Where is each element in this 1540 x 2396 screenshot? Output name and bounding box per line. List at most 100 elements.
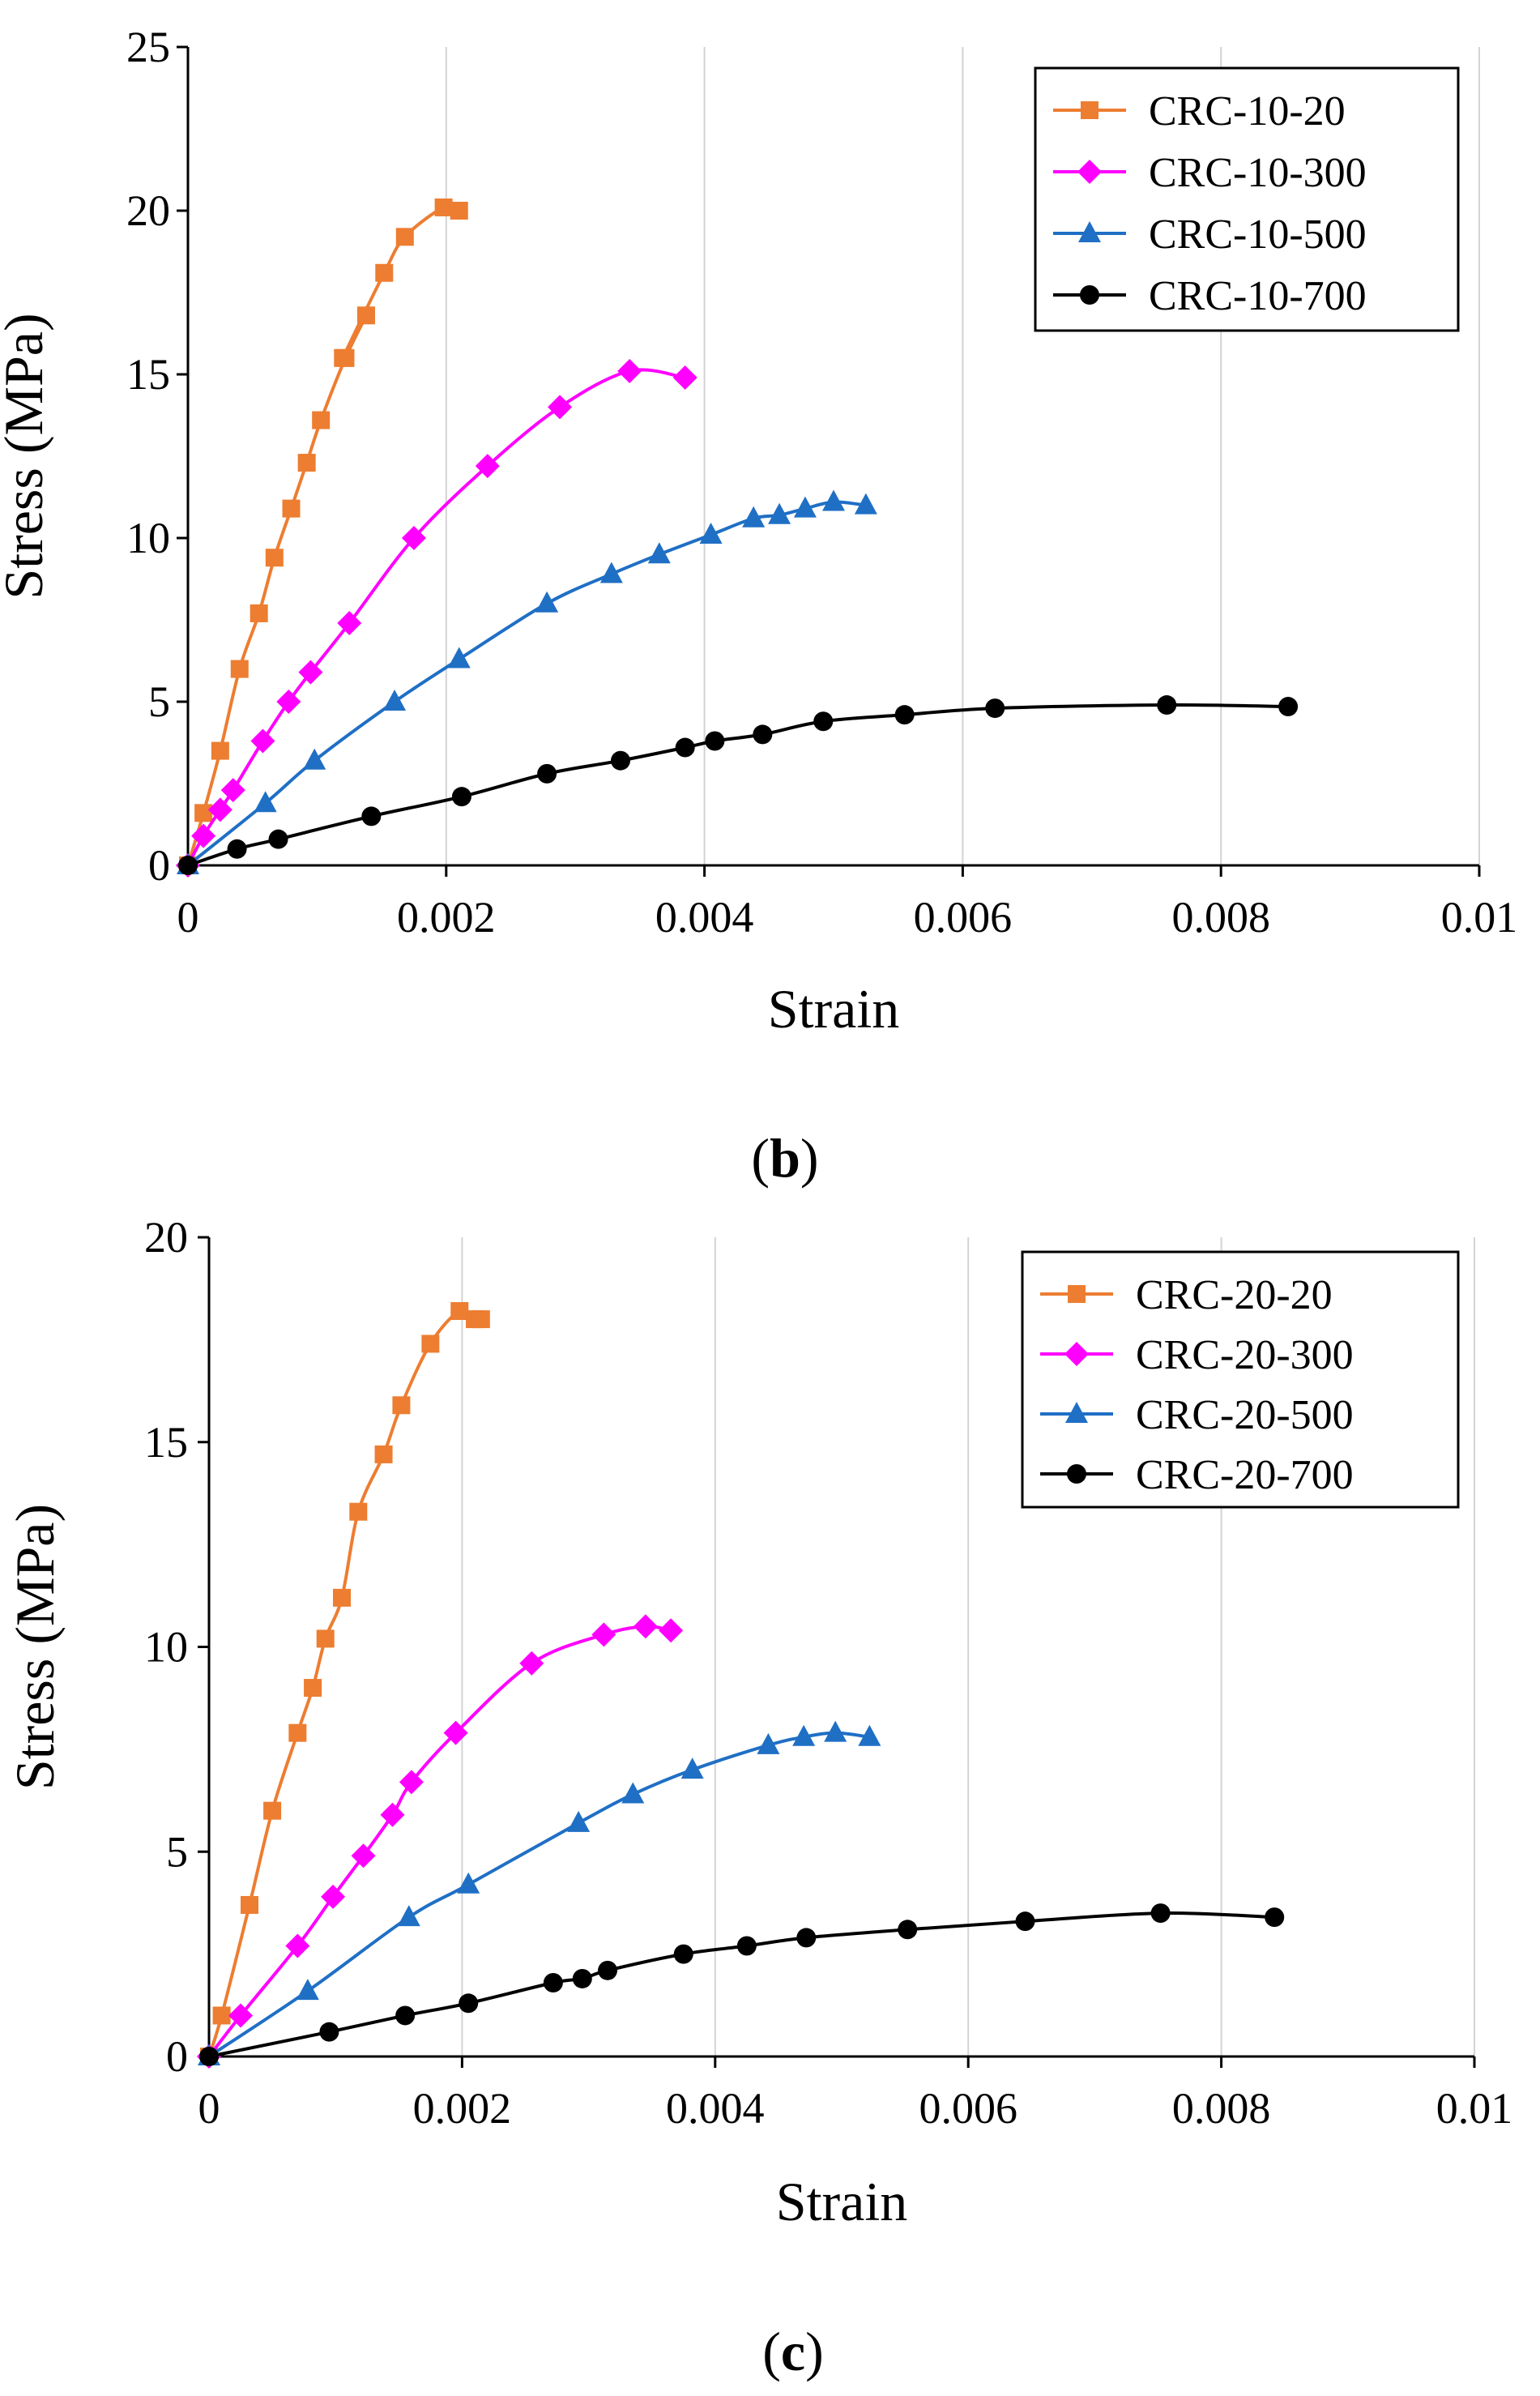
data-point	[303, 748, 326, 770]
y-tick-label: 0	[166, 2032, 188, 2081]
data-point	[399, 1770, 424, 1795]
chart-panel-b: 0 0.002 0.004 0.006 0.008 0.01 0 5 10 15 20 25 Strai…	[0, 23, 1517, 1189]
data-point	[356, 306, 375, 325]
data-point	[297, 454, 316, 472]
data-point	[392, 1396, 411, 1415]
data-point	[450, 1301, 469, 1320]
series-CRC-20-20	[200, 1301, 490, 2065]
data-point	[450, 202, 468, 220]
y-tick-label: 5	[166, 1827, 188, 1876]
data-point	[599, 562, 623, 583]
data-point	[230, 660, 249, 678]
x-tick-label: 0.002	[397, 893, 496, 942]
data-point	[1150, 1903, 1171, 1924]
x-tick-label: 0.008	[1172, 2084, 1271, 2133]
data-point	[361, 806, 382, 826]
data-point	[548, 395, 573, 420]
data-point	[535, 591, 559, 613]
data-point	[591, 1622, 616, 1647]
data-point	[617, 358, 642, 383]
data-point	[268, 829, 288, 849]
series-line	[186, 204, 460, 866]
data-point	[380, 1802, 405, 1827]
data-point	[228, 2003, 254, 2028]
data-point	[321, 1884, 346, 1909]
data-point	[211, 741, 229, 760]
x-tick-label: 0.01	[1436, 2084, 1513, 2133]
y-tick-label: 15	[144, 1418, 188, 1467]
data-point	[298, 660, 323, 685]
data-point	[736, 1936, 757, 1956]
data-point	[250, 728, 275, 754]
y-tick-label: 0	[148, 841, 170, 890]
data-point	[383, 690, 407, 711]
data-point	[1278, 697, 1299, 717]
data-point	[673, 1944, 693, 1964]
data-point	[451, 787, 471, 807]
data-point	[312, 411, 331, 429]
data-point	[434, 198, 453, 216]
data-point	[395, 2005, 416, 2026]
legend-label: CRC-10-20	[1149, 88, 1346, 135]
data-point	[447, 647, 471, 668]
legend-label: CRC-10-500	[1149, 211, 1367, 258]
data-point	[443, 1720, 468, 1745]
data-point	[178, 856, 198, 875]
series-CRC-20-700	[199, 1903, 1285, 2066]
data-point	[191, 823, 216, 848]
panel-label: (c)	[762, 2321, 824, 2382]
data-point	[349, 1502, 368, 1521]
data-point	[894, 705, 915, 725]
legend-label: CRC-20-500	[1136, 1392, 1354, 1438]
data-point	[824, 1720, 847, 1742]
x-tick-label: 0	[198, 2084, 220, 2133]
data-point	[672, 365, 697, 391]
data-point	[675, 737, 695, 758]
data-point	[276, 690, 301, 714]
data-point	[199, 2047, 219, 2066]
series-CRC-10-300	[176, 358, 697, 878]
y-tick-label: 10	[126, 514, 170, 562]
data-point	[220, 778, 245, 803]
x-tick-label: 0.01	[1441, 893, 1518, 942]
y-tick-label: 10	[144, 1623, 188, 1672]
x-tick-label: 0.004	[655, 893, 754, 942]
data-point	[519, 1651, 544, 1676]
data-point	[265, 549, 284, 567]
data-point	[796, 1928, 817, 1948]
y-tick-label: 15	[126, 350, 170, 399]
x-tick-label: 0.006	[914, 893, 1013, 942]
data-point	[395, 228, 414, 246]
legend-label: CRC-20-700	[1136, 1452, 1354, 1498]
data-point	[1265, 1907, 1285, 1928]
data-point	[397, 1905, 420, 1927]
panel-label: (b)	[751, 1127, 818, 1189]
data-point	[374, 1445, 393, 1463]
legend-swatch-marker	[1078, 221, 1101, 242]
data-point	[471, 1310, 490, 1329]
legend-label: CRC-20-300	[1136, 1332, 1354, 1378]
data-point	[250, 604, 268, 622]
data-point	[285, 1933, 310, 1958]
data-point	[319, 2022, 339, 2042]
data-point	[351, 1843, 376, 1869]
chart-panel-c: 0 0.002 0.004 0.006 0.008 0.01 0 5 10 15 20 Strain S…	[4, 1213, 1512, 2382]
legend-label: CRC-10-700	[1149, 273, 1367, 319]
data-point	[333, 1588, 352, 1607]
data-point	[753, 724, 773, 745]
data-point	[459, 1993, 479, 2014]
data-point	[543, 1973, 563, 1993]
data-point	[227, 839, 247, 859]
series-CRC-10-700	[178, 695, 1299, 875]
data-point	[822, 489, 845, 511]
data-point	[421, 1335, 440, 1353]
legend-swatch-marker	[1067, 1464, 1086, 1484]
data-point	[207, 797, 232, 822]
data-point	[212, 2006, 231, 2025]
y-tick-label: 20	[144, 1213, 188, 1262]
data-point	[621, 1782, 645, 1804]
data-point	[699, 522, 723, 544]
legend: CRC-10-20 CRC-10-300 CRC-10-500 CRC-10-700	[1034, 66, 1460, 332]
